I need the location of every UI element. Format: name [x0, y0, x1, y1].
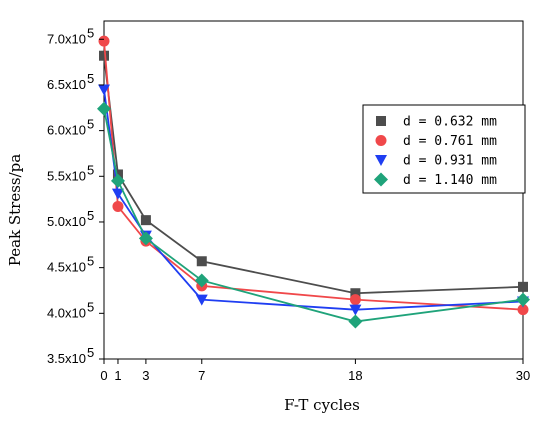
data-point — [348, 314, 363, 329]
data-point — [112, 200, 124, 212]
data-point — [140, 215, 151, 226]
x-tick-label: 18 — [348, 368, 362, 383]
data-point — [98, 84, 110, 96]
y-tick-exponent: 5 — [87, 162, 94, 177]
legend-marker — [376, 116, 386, 126]
legend-label: d = 1.140 mm — [403, 173, 497, 188]
x-tick-label: 30 — [516, 368, 530, 383]
data-point — [138, 231, 153, 246]
y-tick-label: 5.0x10 — [47, 214, 86, 229]
legend-label: d = 0.761 mm — [403, 134, 497, 149]
y-tick-label: 6.5x10 — [47, 77, 86, 92]
data-point — [349, 304, 362, 316]
series-line — [103, 55, 524, 295]
data-point — [518, 281, 528, 292]
y-tick-label: 4.0x10 — [47, 305, 86, 320]
data-point — [196, 256, 207, 267]
data-point — [111, 188, 124, 200]
data-point — [97, 101, 111, 116]
series-3 — [97, 101, 530, 329]
y-tick-exponent: 5 — [87, 71, 94, 86]
data-point — [98, 35, 110, 47]
y-axis: 3.5x10 54.0x10 54.5x10 55.0x10 55.5x10 56.0x1… — [47, 25, 104, 366]
data-point — [194, 273, 209, 288]
legend-label: d = 0.632 mm — [403, 115, 497, 130]
y-tick-exponent: 5 — [87, 208, 94, 223]
series-line — [103, 108, 524, 323]
y-tick-label: 3.5x10 — [47, 351, 86, 366]
data-point — [99, 50, 109, 61]
x-tick-label: 0 — [100, 368, 107, 383]
x-tick-label: 3 — [142, 368, 149, 383]
y-tick-label: 4.5x10 — [47, 260, 86, 275]
legend-box — [362, 104, 526, 194]
y-tick-exponent: 5 — [87, 25, 94, 40]
data-point — [516, 292, 530, 307]
y-tick-label: 6.0x10 — [47, 123, 86, 138]
legend: d = 0.632 mm d = 0.761 mm d = 0.931 mm d = … — [362, 104, 526, 194]
y-tick-exponent: 5 — [87, 345, 94, 360]
data-point — [110, 173, 125, 188]
legend-marker — [374, 172, 388, 187]
data-point — [517, 304, 529, 316]
y-tick-label: 5.5x10 — [47, 168, 86, 183]
y-tick-exponent: 5 — [87, 299, 94, 314]
y-tick-exponent: 5 — [87, 254, 94, 269]
data-point — [350, 288, 361, 299]
data-point — [195, 294, 208, 306]
legend-marker — [375, 135, 387, 146]
x-tick-label: 1 — [114, 368, 121, 383]
legend-label: d = 0.931 mm — [403, 154, 497, 169]
plot-area — [97, 20, 530, 360]
y-tick-exponent: 5 — [87, 117, 94, 132]
y-axis-title: Peak Stress/pa — [6, 154, 24, 266]
x-axis: 0 1 3 7 18 30 — [100, 359, 530, 383]
data-point — [349, 294, 361, 306]
y-tick-label: 7.0x10 — [47, 31, 86, 46]
x-tick-label: 7 — [198, 368, 205, 383]
legend-marker — [375, 155, 387, 166]
x-axis-title: F-T cycles — [284, 396, 360, 414]
